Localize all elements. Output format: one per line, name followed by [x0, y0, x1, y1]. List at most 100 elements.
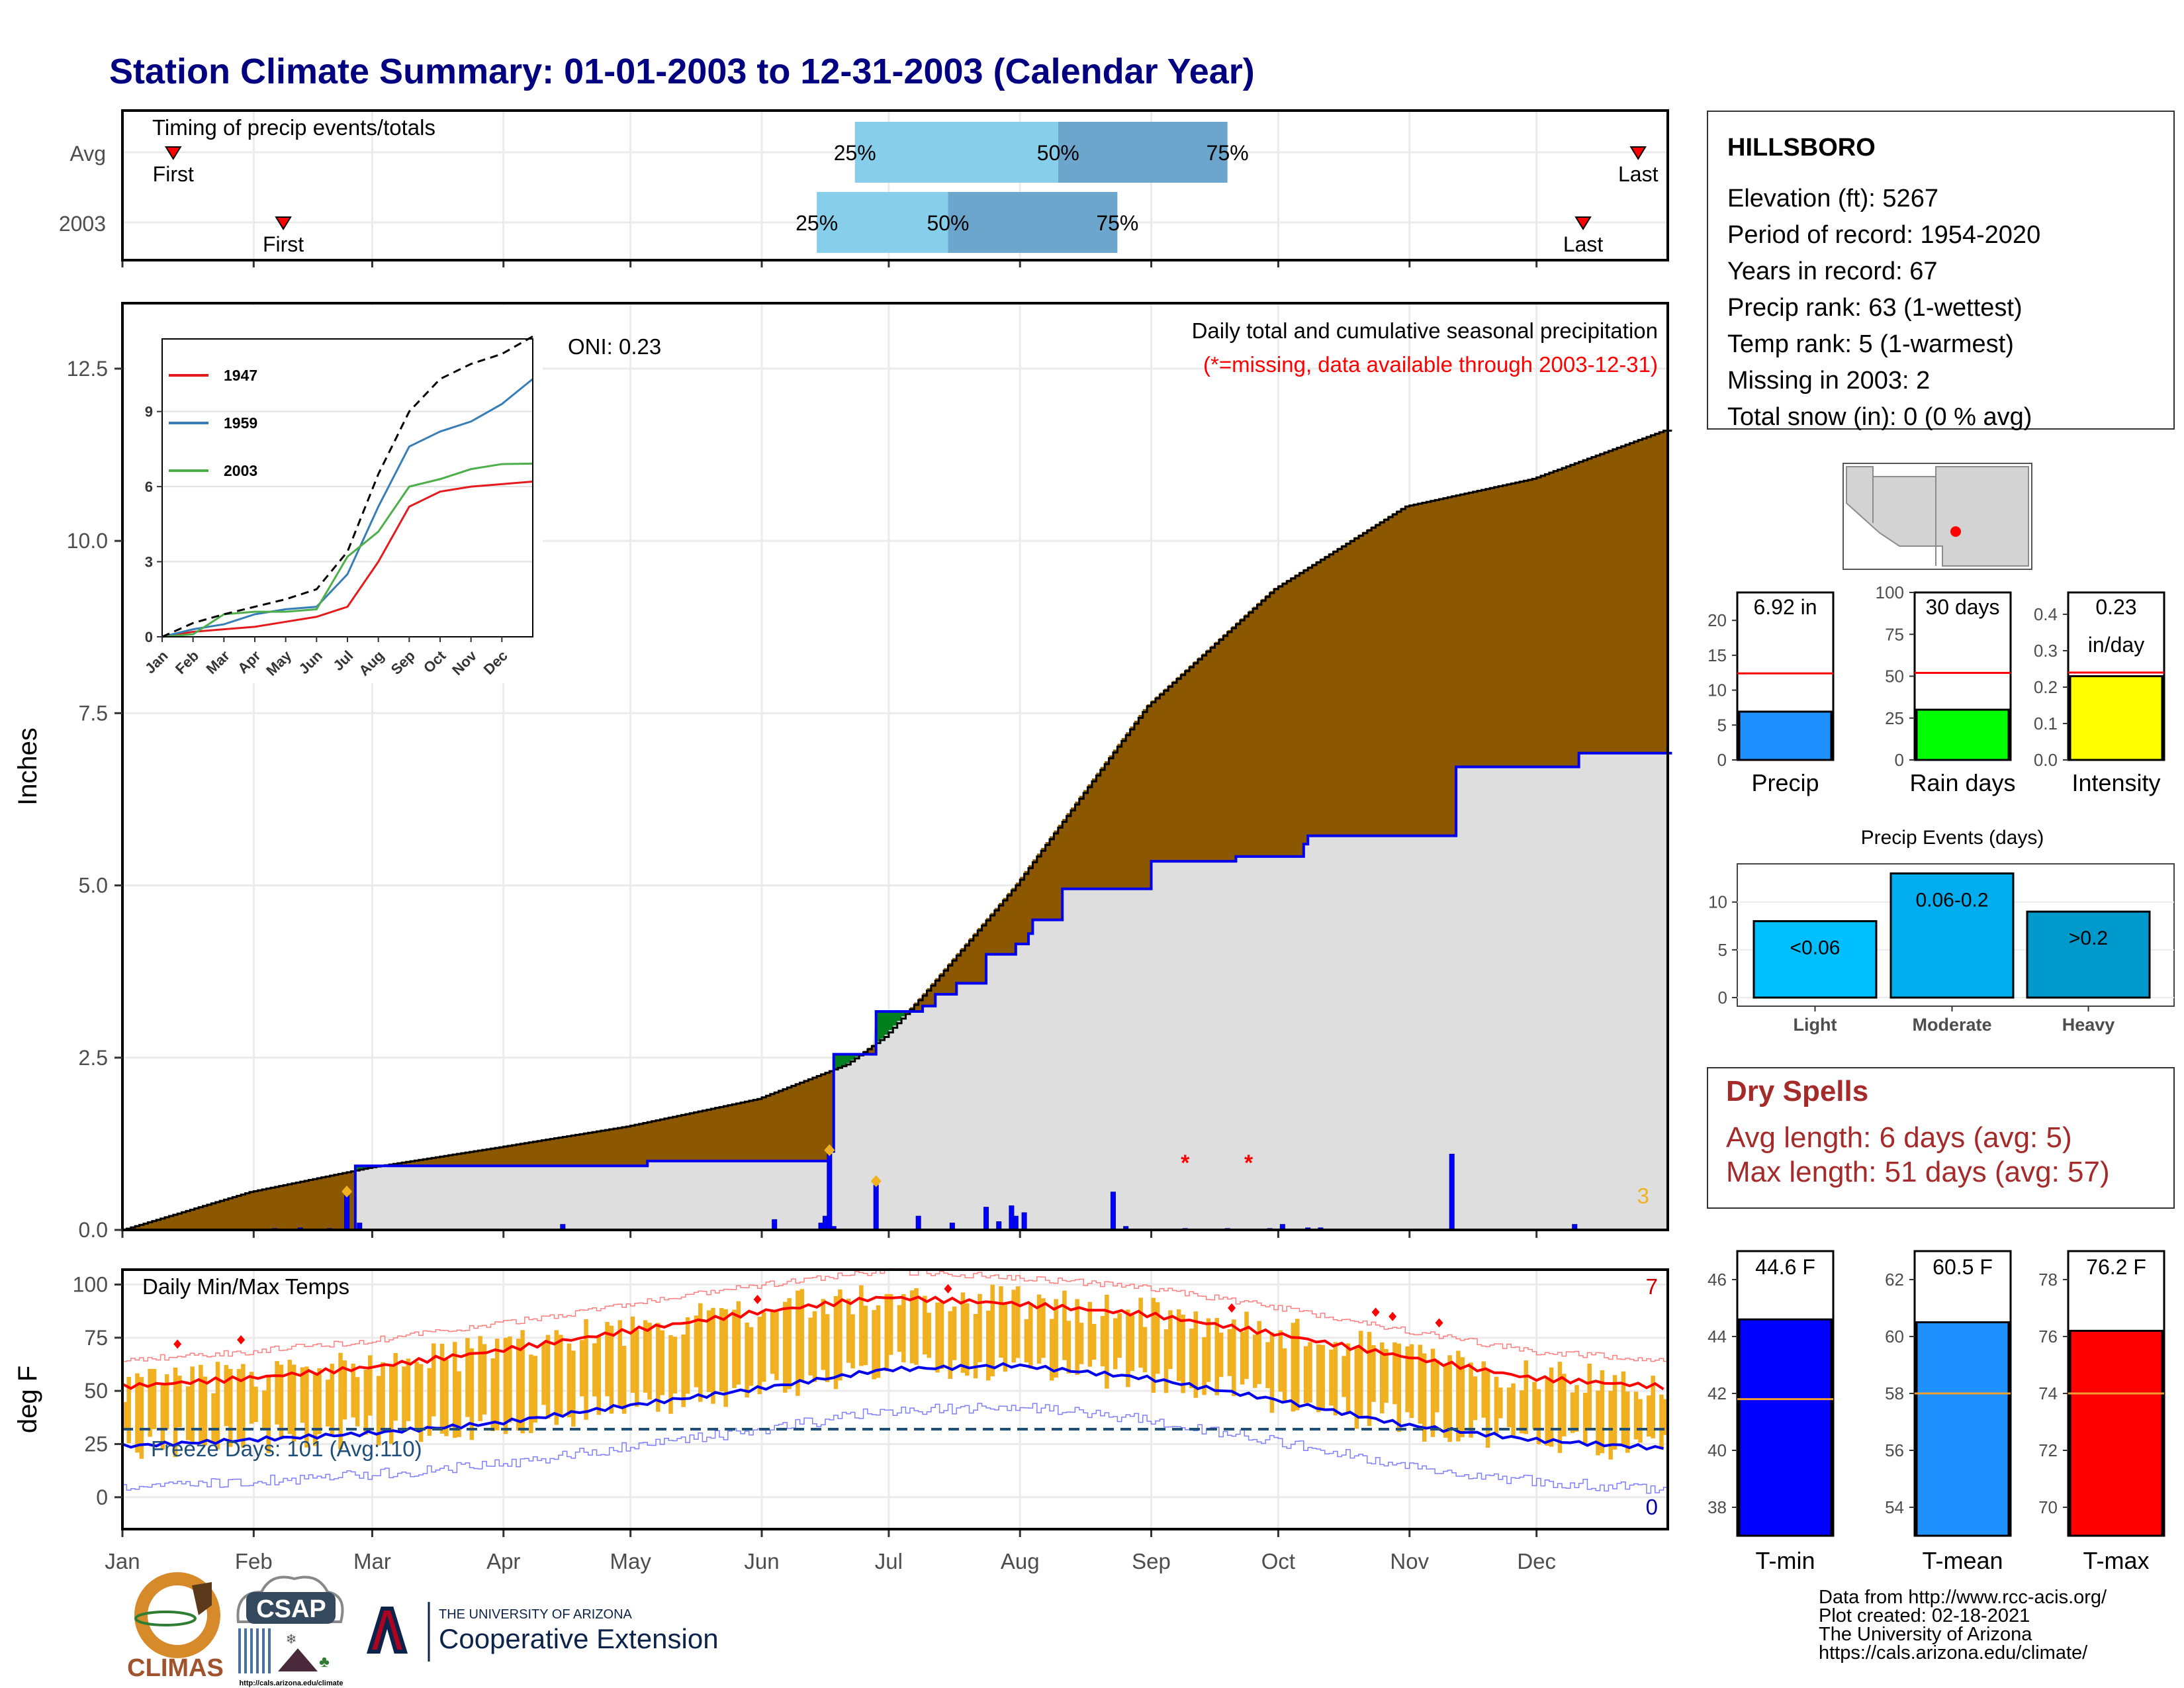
month-label-apr: Apr: [486, 1549, 520, 1573]
record-temp-marker-2: [753, 1294, 762, 1304]
daily-temp-bar-112: [592, 1343, 597, 1397]
daily-temp-bar-59: [368, 1355, 373, 1416]
record-temp-marker-6: [1388, 1311, 1397, 1321]
temp-bar-ytick-label-2-1: 72: [2038, 1440, 2058, 1460]
daily-temp-bar-43: [300, 1367, 305, 1423]
daily-temp-bar-350: [1600, 1370, 1605, 1454]
daily-temp-bar-257: [1206, 1318, 1211, 1382]
climas-logo-text: CLIMAS: [127, 1654, 224, 1682]
inset-legend-label-1947: 1947: [224, 367, 257, 384]
daily-temp-bar-146: [736, 1301, 741, 1385]
temp-ylabel: deg F: [13, 1366, 42, 1433]
daily-temp-bar-352: [1608, 1391, 1613, 1460]
summary-bar-value-label2-2: in/day: [2088, 633, 2144, 657]
daily-temp-bar-304: [1405, 1346, 1410, 1413]
timing-last-label-1: Last: [1563, 232, 1604, 256]
daily-temp-bar-58: [363, 1370, 369, 1435]
daily-temp-bar-154: [770, 1310, 775, 1374]
daily-temp-bar-76: [439, 1343, 445, 1434]
temp-bar-ytick-label-0-2: 42: [1707, 1383, 1727, 1403]
heavy-event-marker-0: [341, 1185, 353, 1197]
summary-bar-ytick-label-2-4: 0.4: [2034, 604, 2058, 624]
daily-temp-bar-283: [1316, 1344, 1321, 1413]
daily-temp-bar-104: [558, 1335, 563, 1416]
daily-temp-bar-38: [279, 1364, 284, 1440]
precip-ytick-label-2: 5.0: [79, 874, 108, 898]
daily-temp-bar-19: [199, 1364, 203, 1444]
daily-precip-bar-19: [1110, 1192, 1116, 1231]
daily-temp-bar-56: [355, 1377, 360, 1427]
daily-temp-bar-169: [833, 1295, 839, 1389]
daily-temp-bar-253: [1189, 1329, 1194, 1389]
daily-temp-bar-179: [876, 1305, 881, 1378]
daily-temp-bar-200: [965, 1303, 970, 1376]
station-info-line-4: Temp rank: 5 (1-warmest): [1727, 330, 2014, 358]
events-bar-value-label-0: <0.06: [1790, 937, 1841, 959]
summary-bar-label-2: Intensity: [2071, 769, 2160, 796]
daily-temp-bar-299: [1384, 1348, 1388, 1403]
record-low-line: [122, 1403, 1668, 1494]
daily-temp-bar-271: [1265, 1342, 1270, 1389]
month-label-may: May: [610, 1549, 651, 1573]
precip-deficit-area: [122, 430, 1668, 1230]
timing-bar-25-50-1: [817, 192, 948, 253]
daily-temp-bar-34: [262, 1390, 267, 1429]
daily-temp-bar-208: [999, 1286, 1003, 1358]
timing-last-marker-1: [1574, 216, 1592, 230]
record-temp-marker-7: [1435, 1318, 1443, 1328]
daily-temp-bar-85: [478, 1336, 482, 1421]
daily-temp-bar-181: [884, 1293, 889, 1372]
daily-precip-bar-27: [1449, 1154, 1455, 1231]
temp-panel-frame: [121, 1268, 1669, 1530]
summary-bar-ytick-label-2-2: 0.2: [2034, 677, 2058, 697]
cactus-icon: ♣: [319, 1653, 330, 1671]
inset-ytick-label-0: 0: [145, 629, 153, 645]
daily-temp-bar-79: [452, 1342, 457, 1438]
timing-panel-frame: [121, 109, 1669, 261]
record-temp-marker-3: [944, 1284, 952, 1293]
daily-temp-bar-185: [901, 1293, 906, 1363]
daily-temp-bar-65: [393, 1352, 398, 1421]
daily-temp-bar-203: [978, 1293, 982, 1362]
summary-bar-ytick-label-0-0: 0: [1717, 750, 1727, 770]
timing-row-year-label: 2003: [59, 212, 106, 236]
daily-temp-bar-323: [1485, 1368, 1490, 1448]
temp-bar-ytick-label-2-0: 70: [2038, 1497, 2058, 1517]
daily-temp-bar-13: [173, 1367, 178, 1458]
timing-panel: 25% 50% 75% First Last 25% 50% 75% First Last Tim…: [59, 109, 1669, 267]
daily-temp-bar-26: [228, 1369, 233, 1447]
daily-temp-bar-191: [927, 1313, 931, 1358]
daily-temp-bar-193: [935, 1302, 940, 1373]
summary-bar-charts: 6.92 in 0 5 10 15 20 Precip 30 days 0 25 50 75 100 Ra…: [1707, 583, 2165, 796]
daily-temp-bar-268: [1253, 1335, 1257, 1388]
station-info-line-5: Missing in 2003: 2: [1727, 367, 1930, 395]
daily-temp-bar-356: [1625, 1391, 1630, 1453]
daily-temp-bar-298: [1379, 1342, 1385, 1414]
daily-temp-bar-137: [698, 1303, 703, 1402]
daily-temp-bar-89: [494, 1338, 500, 1430]
footer-line-0: Data from http://www.rcc-acis.org/: [1819, 1587, 2107, 1608]
month-label-nov: Nov: [1390, 1549, 1429, 1573]
daily-temp-bar-124: [643, 1320, 648, 1393]
daily-temp-bar-319: [1469, 1362, 1473, 1438]
daily-temp-bar-100: [541, 1343, 546, 1405]
station-location-marker: [1950, 526, 1961, 537]
temp-ytick-label-3: 75: [84, 1326, 108, 1350]
inset-series-line-1959: [161, 378, 533, 638]
daily-temp-bar-73: [427, 1368, 432, 1436]
freeze-days-label: Freeze Days: 101 (Avg:110): [151, 1436, 422, 1461]
daily-temp-bar-295: [1367, 1332, 1372, 1427]
temp-bar-value-0: [1738, 1318, 1833, 1537]
inset-series-line-1947: [161, 481, 533, 638]
daily-temp-bar-95: [520, 1330, 525, 1434]
daily-temp-bar-259: [1214, 1317, 1219, 1395]
daily-temp-bar-238: [1126, 1309, 1130, 1387]
temp-bar-ytick-label-2-2: 74: [2038, 1383, 2058, 1403]
daily-temp-bar-289: [1342, 1356, 1346, 1397]
month-label-jul: Jul: [875, 1549, 903, 1573]
temp-bar-ytick-label-1-4: 62: [1885, 1270, 1904, 1289]
summary-bar-ytick-label-2-0: 0.0: [2034, 750, 2058, 770]
daily-temp-bar-62: [381, 1362, 385, 1432]
daily-temp-bar-310: [1430, 1348, 1435, 1437]
daily-temp-bar-149: [749, 1327, 754, 1386]
